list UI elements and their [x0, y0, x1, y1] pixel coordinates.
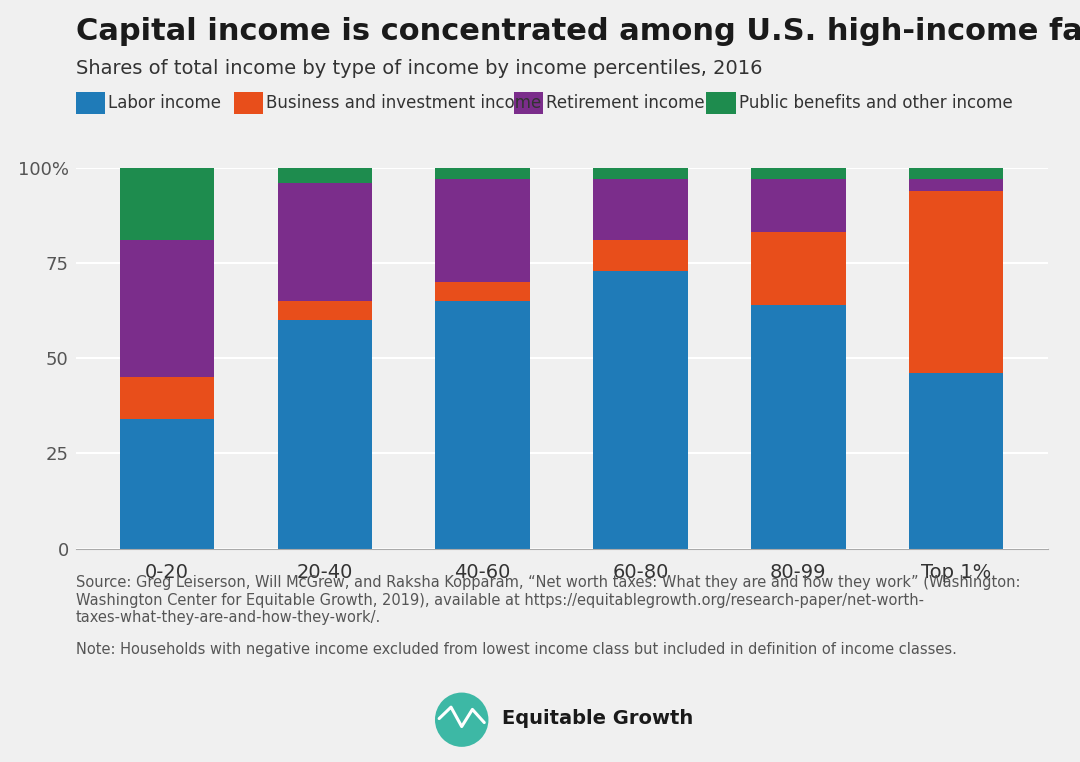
Bar	[751, 232, 846, 305]
Bar	[435, 179, 530, 282]
Bar	[278, 168, 373, 183]
Bar	[593, 240, 688, 271]
Bar	[278, 301, 373, 320]
Bar	[908, 190, 1003, 373]
Bar	[751, 305, 846, 549]
Bar	[278, 320, 373, 549]
Text: Equitable Growth: Equitable Growth	[502, 709, 693, 728]
Text: Public benefits and other income: Public benefits and other income	[739, 94, 1012, 112]
FancyBboxPatch shape	[76, 92, 105, 114]
Bar	[120, 240, 215, 377]
Text: Business and investment income: Business and investment income	[266, 94, 541, 112]
Bar	[908, 179, 1003, 190]
Bar	[593, 271, 688, 549]
FancyBboxPatch shape	[706, 92, 735, 114]
Bar	[120, 168, 215, 240]
Bar	[751, 179, 846, 232]
Bar	[278, 183, 373, 301]
Bar	[435, 282, 530, 301]
Bar	[751, 168, 846, 179]
Ellipse shape	[435, 693, 488, 747]
Bar	[593, 168, 688, 179]
Text: Note: Households with negative income excluded from lowest income class but incl: Note: Households with negative income ex…	[76, 642, 957, 657]
Bar	[435, 301, 530, 549]
Bar	[908, 168, 1003, 179]
FancyBboxPatch shape	[514, 92, 543, 114]
Bar	[908, 373, 1003, 549]
Text: Labor income: Labor income	[108, 94, 220, 112]
Text: Source: Greg Leiserson, Will McGrew, and Raksha Kopparam, “Net worth taxes: What: Source: Greg Leiserson, Will McGrew, and…	[76, 575, 1021, 625]
Bar	[435, 168, 530, 179]
Text: Shares of total income by type of income by income percentiles, 2016: Shares of total income by type of income…	[76, 59, 762, 78]
Bar	[120, 377, 215, 419]
Text: Retirement income: Retirement income	[546, 94, 704, 112]
Text: Capital income is concentrated among U.S. high-income families: Capital income is concentrated among U.S…	[76, 17, 1080, 46]
Bar	[120, 419, 215, 549]
FancyBboxPatch shape	[234, 92, 264, 114]
Bar	[593, 179, 688, 240]
